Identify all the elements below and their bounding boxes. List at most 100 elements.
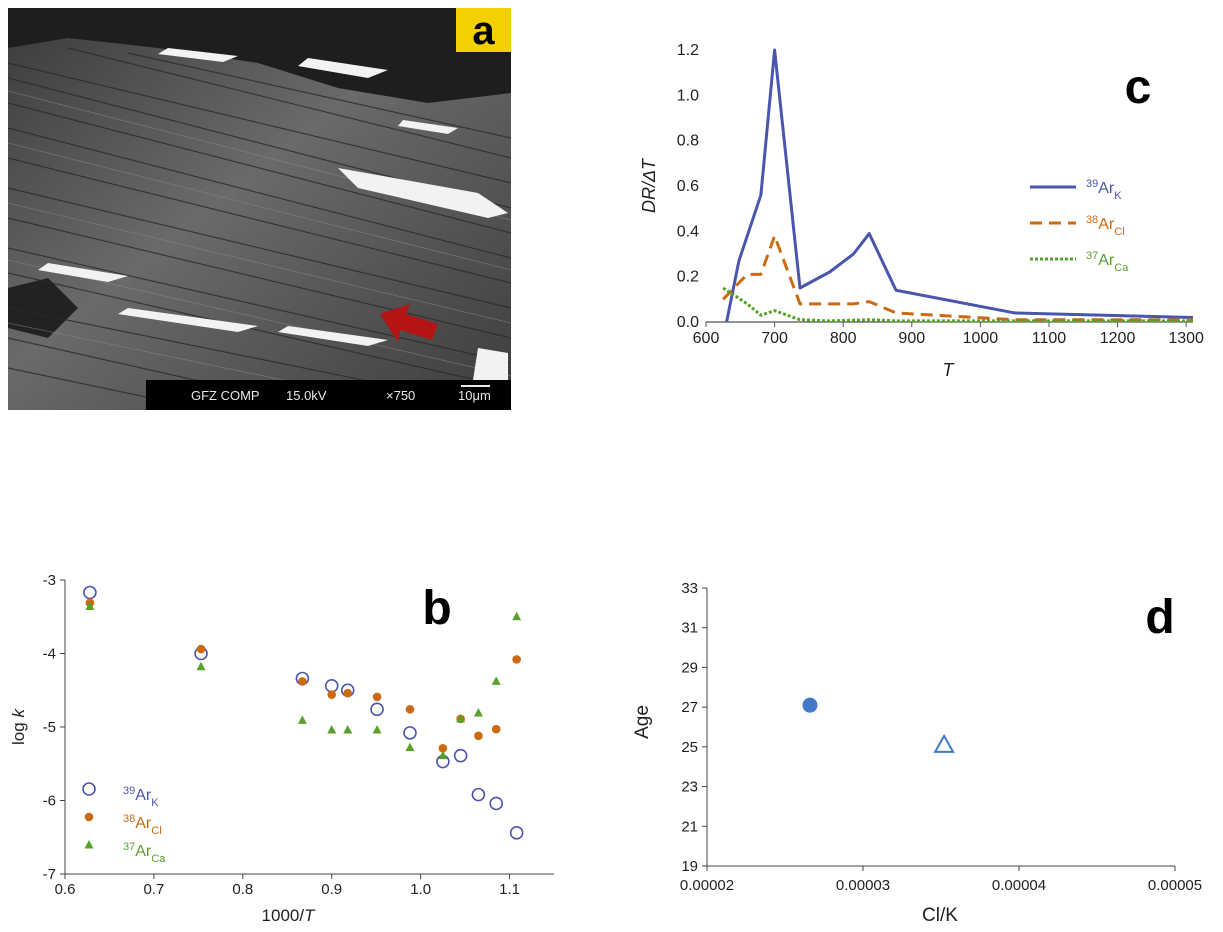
panel-d-y-tick-label: 31 [681,620,698,637]
panel-b-legend-sub: Cl [151,825,161,837]
panel-b-legend-marker [84,840,94,849]
sem-info-bar [146,380,511,410]
panel-d-x-tick-label: 0.00004 [992,877,1046,894]
panel-c-y-tick-label: 0.4 [677,223,699,240]
panel-b-point [403,726,417,740]
panel-b-point [489,796,504,811]
panel-c-y-tick-label: 0.8 [677,133,699,150]
panel-b-point [456,713,466,723]
panel-d-y-tick-label: 21 [681,818,698,835]
panel-d-letter: d [1145,591,1174,644]
panel-d-y-tick-label: 23 [681,779,698,796]
panel-c-legend-label: 39ArK [1086,178,1122,202]
panel-d-y-tick-label: 25 [681,739,698,756]
panel-d-x-tick-label: 0.00002 [680,877,734,894]
panel-b-point [85,601,95,610]
panel-b-y-label-var: k [9,708,28,718]
panel-b-y-label-main: log [9,718,28,745]
panel-d-point [933,733,955,753]
panel-c-legend-element: Ar [1098,180,1115,197]
panel-c-x-tick-label: 600 [693,330,720,347]
panel-c-x-label: T [943,360,956,380]
panel-b-x-label-var: T [304,906,316,925]
panel-b-point [370,702,384,717]
panel-b-x-tick-label: 1.0 [410,881,431,898]
panel-b-point [474,731,483,741]
panel-c-x-tick-label: 900 [898,330,925,347]
panel-b-point [453,748,468,763]
panel-b-point [471,787,486,802]
panel-b-y-tick-label: -5 [43,719,56,736]
panel-c-series-line [725,48,1194,323]
panel-b-point [512,611,522,621]
panel-c-series-line [722,286,1193,323]
panel-b-y-label: log k [9,708,28,745]
panel-d-point [802,697,818,713]
panel-b-point [298,677,307,686]
red-arrow-icon [380,304,438,342]
panel-b-legend-sub: K [151,797,159,809]
panel-c-legend-sub: Ca [1114,262,1129,274]
panel-c-letter: c [1125,61,1152,114]
sem-label: GFZ COMP [191,388,260,403]
panel-b-legend-label: 37ArCa [123,841,166,865]
panel-b-point [343,688,353,698]
panel-c-legend-label: 38ArCl [1086,214,1125,238]
panel-d-chart: 0.00002 0.00003 0.00004 0.00005 19 21 23 25 27 29… [632,580,1202,926]
panel-b-legend-label: 39ArK [123,785,159,809]
panel-b-x-tick-label: 0.8 [232,881,253,898]
sem-scale: 10μm [458,388,491,403]
panel-d-x-label: Cl/K [922,905,958,926]
panel-c-y-tick-label: 0.0 [677,314,699,331]
panel-b-legend-element: Ar [135,843,152,860]
panel-b-point [372,724,382,734]
panel-c-x-tick-label: 700 [761,330,788,347]
panel-b-legend-sub: Ca [151,853,166,865]
panel-c-legend-mass: 37 [1086,250,1098,262]
panel-b-legend-mass: 37 [123,841,135,853]
panel-b-point [196,644,206,654]
panel-c-y-tick-label: 0.2 [677,269,699,286]
panel-b-point [196,661,206,671]
panel-b-x-tick-label: 0.6 [55,881,76,898]
panel-b-point [327,724,337,734]
panel-c-legend-mass: 39 [1086,178,1098,190]
panel-c-legend-sub: K [1114,190,1122,202]
panel-b-x-tick-label: 1.1 [499,881,520,898]
panel-b-point [438,744,448,753]
panel-b-point [491,676,501,685]
panel-b-y-tick-label: -7 [43,866,56,883]
panel-c-legend-sub: Cl [1114,226,1124,238]
sem-voltage: 15.0kV [286,388,327,403]
panel-b-y-tick-label: -4 [43,646,56,663]
panel-b-y-tick-label: -3 [43,572,56,589]
panel-b-legend-element: Ar [135,787,152,804]
panel-c-x-tick-label: 1200 [1100,330,1136,347]
panel-d-y-tick-label: 33 [681,580,698,597]
panel-c-legend-mass: 38 [1086,214,1098,226]
panel-b-legend-mass: 39 [123,785,135,797]
panel-b-point [509,826,524,840]
panel-b-legend-marker [84,812,94,822]
panel-c-chart: 600 700 800 900 1000 1100 1200 1300 0.0 0.2 0.4 0.6… [639,42,1204,380]
panel-b-y-tick-label: -6 [43,793,56,810]
panel-b-legend-element: Ar [135,815,152,832]
panel-c-y-tick-label: 1.2 [677,42,699,59]
panel-c-x-tick-label: 1300 [1168,330,1204,347]
panel-b-legend-mass: 38 [123,813,135,825]
panel-b-point [405,742,415,752]
panel-b-point [324,679,339,693]
panel-b-legend-marker [82,782,96,796]
panel-b-point [491,724,501,734]
panel-b-point [405,705,415,714]
panel-c-y-tick-label: 0.6 [677,178,699,195]
panel-d-x-tick-label: 0.00005 [1148,877,1202,894]
panel-d-y-tick-label: 27 [681,699,698,716]
panel-b-point [438,750,448,760]
panel-c-series-line [722,234,1193,322]
panel-b-x-tick-label: 0.7 [143,881,164,898]
panel-c-x-tick-label: 800 [830,330,857,347]
panel-c-y-label: DR/ΔT [639,157,659,213]
